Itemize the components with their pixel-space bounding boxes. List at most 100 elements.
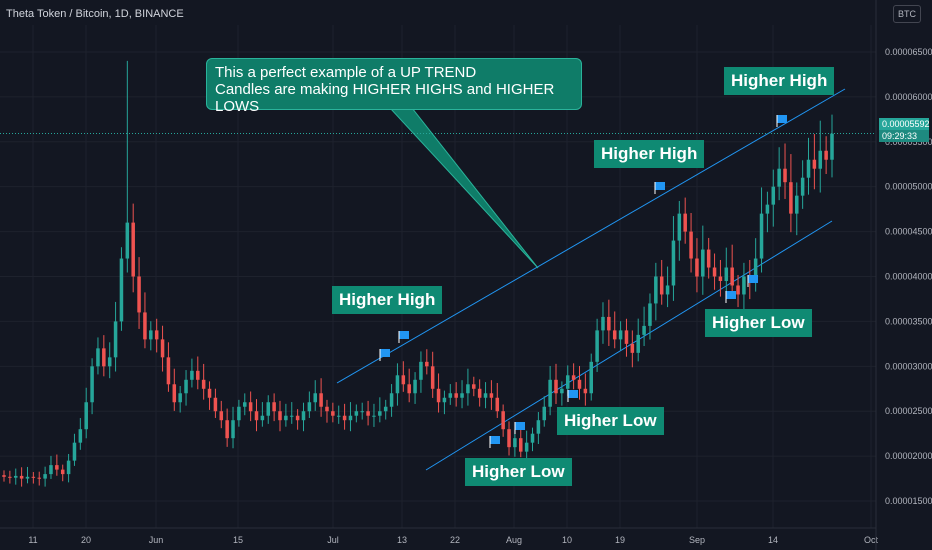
y-tick-label: 0.00006500 [885,47,932,57]
x-tick-label: 10 [562,535,572,545]
candle-body [630,343,635,353]
candle-body [55,465,59,470]
candle-body [624,330,629,344]
symbol-title: Theta Token / Bitcoin, 1D, BINANCE [6,8,184,20]
candle-body [254,411,259,421]
candle-body [648,303,652,326]
candle-body [548,379,552,407]
label-higher-low-3: Higher Low [705,309,812,337]
candle-body [401,375,406,385]
candle-body [519,438,523,452]
candle-body [72,442,77,461]
flag-icon [726,291,736,299]
candle-body [25,476,30,479]
candle-body [201,379,206,389]
candle-body [554,379,558,394]
candle-body [472,384,476,389]
candle-body [413,379,417,394]
candle-body [60,469,65,475]
candle-body [671,240,676,286]
candle-body [348,415,353,421]
candle-body [213,397,218,412]
candle-body [536,420,541,434]
candle-body [689,231,693,259]
candle-body [2,475,6,477]
candle-body [601,316,605,331]
candle-body [383,406,388,412]
candle-body [272,402,276,412]
last-price-tag: 0.00005592 [879,118,930,130]
candle-body [789,182,793,214]
candle-body [454,393,458,398]
lower-trendline [425,220,833,471]
candle-body [771,186,776,205]
candle-body [507,429,511,448]
candle-body [430,366,435,389]
candle-body [8,476,12,478]
candle-body [84,402,88,430]
candle-body [354,411,359,416]
x-tick-label: 20 [81,535,91,545]
candle-body [248,402,253,412]
candle-body [665,285,670,295]
candle-body [107,357,112,367]
candle-body [783,168,787,183]
candle-body [295,415,300,421]
candle-body [795,195,799,214]
candle-body [595,330,599,362]
candle-body [378,411,382,416]
candle-body [736,285,740,295]
candle-body [301,411,306,421]
candle-body [102,348,106,367]
candle-body [612,330,617,340]
candle-body [284,415,288,421]
y-tick-label: 0.00006000 [885,92,932,102]
candle-body [442,397,447,403]
candle-body [683,213,687,232]
callout-line-1: This a perfect example of a UP TREND [215,64,477,81]
candle-body [706,249,711,268]
candle-body [360,411,364,413]
candle-body [583,388,588,394]
candle-body [19,475,24,479]
x-tick-label: 19 [615,535,625,545]
candle-body [325,406,329,412]
candle-body [607,316,611,331]
candle-body [501,411,505,430]
candle-body [818,150,823,169]
currency-button[interactable]: BTC [893,5,921,23]
candle-body [313,393,317,403]
candle-body [231,420,235,439]
x-tick-label: Jun [149,535,164,545]
x-tick-label: Oct [864,535,879,545]
callout-pointer [388,107,539,269]
y-tick-label: 0.00005000 [885,182,932,192]
candle-body [806,159,811,178]
candle-body [336,415,341,417]
candle-body [466,384,470,394]
candle-body [389,393,394,407]
candle-body [113,321,118,358]
countdown-tag: 09:29:33 [879,130,929,142]
candle-body [43,474,47,479]
candle-body [765,204,770,214]
upper-trendline [336,88,846,384]
candle-body [331,411,335,416]
candle-body [207,388,212,398]
candle-body [419,361,423,380]
y-tick-label: 0.00002000 [885,451,932,461]
candle-body [196,370,200,380]
candle-body [90,366,94,403]
candle-body [237,406,241,421]
candle-body [425,361,429,367]
label-higher-low-1: Higher Low [465,458,572,486]
candle-body [753,258,758,281]
candle-body [642,325,646,335]
candle-body [319,393,323,407]
candle-body [560,388,564,394]
candle-body [577,379,582,389]
candle-body [589,361,593,394]
flag-icon [490,436,500,444]
candle-body [636,334,640,353]
candle-body [372,415,376,417]
